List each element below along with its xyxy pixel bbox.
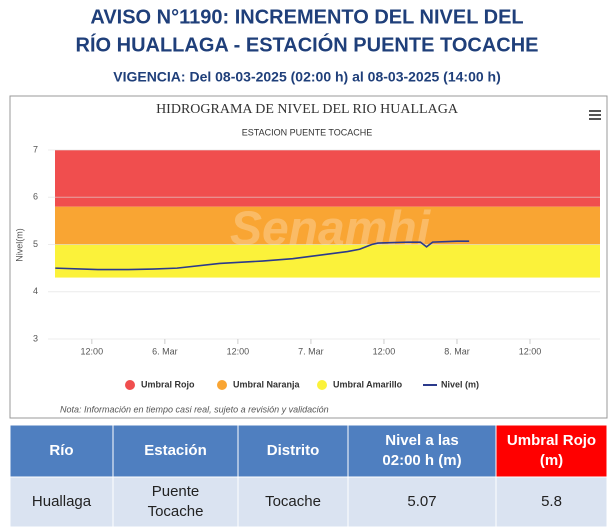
y-tick-label: 6 <box>33 192 38 202</box>
x-tick-label: 12:00 <box>81 346 104 356</box>
cell <box>9 476 114 527</box>
header-text: Distrito <box>267 442 320 459</box>
legend-marker <box>217 380 227 390</box>
threshold-band <box>55 244 600 278</box>
cell-text: Huallaga <box>32 493 92 510</box>
x-tick-label: 8. Mar <box>444 346 470 356</box>
cell-text: 5.07 <box>407 493 436 510</box>
y-tick-label: 4 <box>33 286 38 296</box>
x-tick-label: 12:00 <box>373 346 396 356</box>
legend-label: Nivel (m) <box>441 379 479 389</box>
series-line <box>55 240 470 271</box>
cell-text: Tocache <box>265 493 321 510</box>
cell <box>495 476 608 527</box>
legend-marker <box>125 380 135 390</box>
header-text: Estación <box>144 442 207 459</box>
x-tick-label: 12:00 <box>227 346 250 356</box>
chart-title: HIDROGRAMA DE NIVEL DEL RIO HUALLAGA <box>156 102 459 117</box>
x-tick-label: 7. Mar <box>298 346 324 356</box>
watermark: Senamhi <box>230 203 432 256</box>
legend-label: Umbral Rojo <box>141 379 195 389</box>
header-text: Umbral Rojo (m) <box>507 432 596 469</box>
menu-icon[interactable] <box>589 110 601 120</box>
table: Río Estación Distrito Nivel a las 02:00 h (m… <box>9 424 608 527</box>
note: Nota: Información en tiempo casi real, s… <box>60 404 329 414</box>
title-line: RÍO HUALLAGA - ESTACIÓN PUENTE TOCACHE <box>76 32 539 56</box>
y-axis-label: Nivel(m) <box>14 228 24 262</box>
legend-marker <box>317 380 327 390</box>
header-text: Nivel a las 02:00 h (m) <box>382 432 461 469</box>
legend-label: Umbral Naranja <box>233 379 301 389</box>
y-tick-label: 7 <box>33 144 38 154</box>
x-tick-label: 12:00 <box>519 346 542 356</box>
header-cell <box>112 424 239 478</box>
title-line: AVISO N°1190: INCREMENTO DEL NIVEL DEL <box>90 6 523 28</box>
legend-label: Umbral Amarillo <box>333 379 403 389</box>
threshold-band <box>55 206 600 245</box>
threshold-band <box>55 150 600 207</box>
cell-text: Puente Tocache <box>148 483 204 520</box>
cell <box>347 476 497 527</box>
chart-subtitle: ESTACION PUENTE TOCACHE <box>242 127 373 137</box>
validity: VIGENCIA: Del 08-03-2025 (02:00 h) al 08… <box>113 69 501 85</box>
y-tick-label: 3 <box>33 333 38 343</box>
header-cell <box>9 424 114 478</box>
cell-text: 5.8 <box>541 493 562 510</box>
y-tick-label: 5 <box>33 239 38 249</box>
cell <box>112 476 239 527</box>
header-cell <box>495 424 608 478</box>
header-text: Río <box>49 442 73 459</box>
x-tick-label: 6. Mar <box>152 346 178 356</box>
